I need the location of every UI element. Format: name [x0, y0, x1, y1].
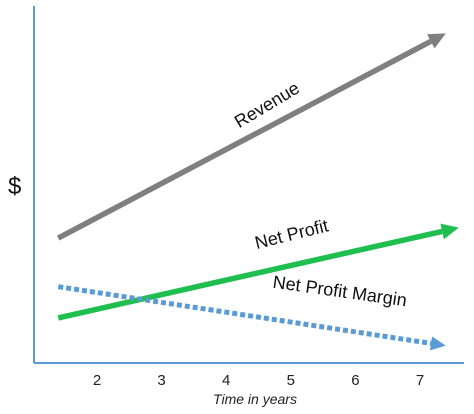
series-arrowhead-net-profit [440, 223, 459, 240]
series-arrowhead-net-profit-margin [429, 336, 446, 351]
x-tick-label-5: 5 [287, 372, 295, 389]
series-line-revenue [56, 38, 433, 241]
series-label-net-profit-margin: Net Profit Margin [272, 272, 409, 311]
x-tick-label-7: 7 [416, 372, 424, 389]
series-line-net-profit [57, 228, 443, 321]
x-tick-label-2: 2 [93, 372, 101, 389]
x-tick-label-4: 4 [222, 372, 230, 389]
x-axis-title: Time in years [213, 391, 297, 407]
x-tick-label-3: 3 [157, 372, 165, 389]
series-arrowhead-revenue [427, 33, 446, 49]
series-label-revenue: Revenue [231, 78, 303, 132]
x-tick-labels: 2 3 4 5 6 7 [93, 372, 424, 389]
y-axis-title: $ [8, 173, 21, 200]
series-line-net-profit-margin [57, 284, 432, 346]
x-tick-label-6: 6 [351, 372, 359, 389]
series-lines [56, 33, 459, 351]
axes [33, 6, 464, 364]
series-label-net-profit: Net Profit [253, 215, 331, 253]
